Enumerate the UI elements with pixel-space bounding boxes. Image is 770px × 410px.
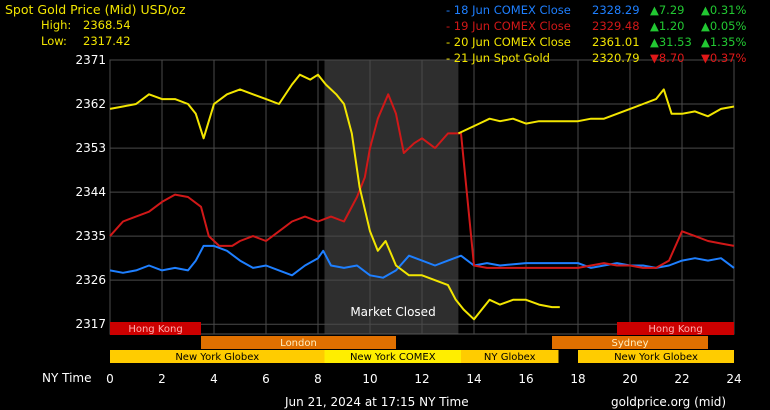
x-tick-label: 10: [362, 372, 377, 386]
x-tick-label: 20: [622, 372, 637, 386]
legend-change: ▲7.29: [650, 3, 685, 17]
x-tick-label: 8: [314, 372, 322, 386]
session-label: Hong Kong: [648, 324, 702, 335]
gridlines: [109, 59, 735, 335]
x-tick-label: 12: [414, 372, 429, 386]
session-bar: [324, 350, 461, 363]
y-tick-label: 2344: [75, 185, 106, 199]
legend-pct: ▲0.31%: [701, 3, 747, 17]
legend-label: - 19 Jun COMEX Close: [446, 19, 571, 33]
legend-price: 2361.01: [592, 35, 640, 49]
legend-change: ▼8.70: [650, 51, 685, 65]
legend-pct: ▲0.05%: [701, 19, 747, 33]
legend-change: ▲31.53: [650, 35, 692, 49]
series-line-2: [109, 93, 735, 269]
series-lines: [109, 73, 735, 321]
legend-label: - 21 Jun Spot Gold: [446, 51, 550, 65]
legend-label: - 18 Jun COMEX Close: [446, 3, 571, 17]
trading-sessions: Hong Kong Hong Kong London Sydney New York G…: [110, 322, 734, 363]
x-tick-label: 22: [674, 372, 689, 386]
y-tick-label: 2362: [75, 97, 106, 111]
session-label: New York Globex: [175, 352, 259, 363]
high-label: High:: [41, 18, 72, 32]
x-tick-label: 18: [570, 372, 585, 386]
y-tick-label: 2317: [75, 317, 106, 331]
y-tick-label: 2353: [75, 141, 106, 155]
legend-label: - 20 Jun COMEX Close: [446, 35, 571, 49]
market-closed-label: Market Closed: [350, 305, 435, 319]
session-label: Hong Kong: [128, 324, 182, 335]
y-axis-ticks: 2317 2326 2335 2344 2353 2362 2371: [75, 53, 106, 331]
session-bar: [110, 322, 201, 335]
y-tick-label: 2335: [75, 229, 106, 243]
series-line-3: [109, 73, 560, 321]
session-label: London: [280, 338, 317, 349]
x-axis-ticks: 0 2 4 6 8 10 12 14 16 18 20 22 24: [106, 372, 741, 386]
legend-pct: ▲1.35%: [701, 35, 747, 49]
low-label: Low:: [41, 34, 67, 48]
session-label: Sydney: [611, 338, 648, 349]
legend-price: 2329.48: [592, 19, 640, 33]
x-tick-label: 24: [726, 372, 741, 386]
legend-price: 2320.79: [592, 51, 640, 65]
low-value: 2317.42: [83, 34, 131, 48]
timestamp: Jun 21, 2024 at 17:15 NY Time: [285, 395, 469, 409]
x-tick-label: 2: [158, 372, 166, 386]
session-bar: [617, 322, 734, 335]
y-tick-label: 2371: [75, 53, 106, 67]
high-value: 2368.54: [83, 18, 131, 32]
session-bar: [461, 350, 559, 363]
chart-title: Spot Gold Price (Mid) USD/oz: [5, 2, 186, 17]
x-tick-label: 4: [210, 372, 218, 386]
session-label: NY Globex: [484, 352, 536, 363]
session-label: New York COMEX: [350, 352, 436, 363]
session-bar: [578, 350, 734, 363]
market-closed-region: [324, 60, 459, 334]
session-bar: [201, 336, 396, 349]
x-tick-label: 0: [106, 372, 114, 386]
legend-price: 2328.29: [592, 3, 640, 17]
x-tick-label: 14: [466, 372, 481, 386]
session-label: New York Globex: [614, 352, 698, 363]
x-tick-label: 16: [518, 372, 533, 386]
source-label: goldprice.org (mid): [611, 395, 727, 409]
x-tick-label: 6: [262, 372, 270, 386]
series-line-4: [457, 88, 735, 135]
y-tick-label: 2326: [75, 273, 106, 287]
session-bar: [552, 336, 708, 349]
legend-pct: ▼0.37%: [701, 51, 747, 65]
legend-change: ▲1.20: [650, 19, 685, 33]
session-bar: [110, 350, 325, 363]
x-axis-title: NY Time: [42, 371, 92, 385]
